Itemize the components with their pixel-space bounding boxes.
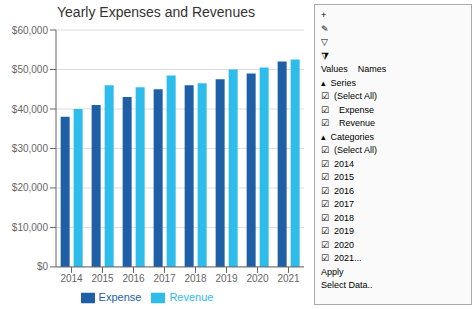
html-text:☑ 2016: ☑ 2016	[321, 185, 355, 196]
html-text:☑ 2019: ☑ 2019	[321, 226, 355, 236]
html-text:☑ Revenue: ☑ Revenue	[321, 118, 376, 128]
svg-text:$40,000: $40,000	[12, 104, 49, 115]
html-text:Apply: Apply	[321, 266, 344, 277]
svg-text:2021: 2021	[277, 273, 300, 284]
html-text:☑ 2021...: ☑ 2021...	[321, 253, 362, 263]
svg-text:$50,000: $50,000	[12, 64, 49, 75]
svg-text:$30,000: $30,000	[12, 143, 49, 154]
svg-text:$20,000: $20,000	[12, 182, 49, 193]
svg-text:2016: 2016	[122, 273, 145, 284]
svg-text:2014: 2014	[60, 273, 83, 284]
svg-text:2018: 2018	[184, 273, 207, 284]
html-text:▴ Categories: ▴ Categories	[321, 131, 374, 142]
html-text:Expense: Expense	[98, 290, 142, 303]
html-text:☑ 2017: ☑ 2017	[321, 199, 355, 209]
html-text:☑ Expense: ☑ Expense	[321, 104, 375, 115]
html-text:☑ 2020: ☑ 2020	[321, 239, 355, 250]
svg-text:$60,000: $60,000	[12, 25, 49, 36]
html-text:▴ Series: ▴ Series	[321, 77, 356, 88]
svg-text:2017: 2017	[153, 273, 176, 284]
html-text:Revenue: Revenue	[169, 290, 214, 303]
html-text:☑ (Select All): ☑ (Select All)	[321, 91, 378, 101]
svg-text:2019: 2019	[215, 273, 238, 284]
html-text:Select Data..: Select Data..	[321, 280, 373, 290]
html-text:Yearly Expenses and Revenues: Yearly Expenses and Revenues	[57, 4, 255, 20]
html-text:☑ 2014: ☑ 2014	[321, 158, 355, 169]
html-text:Values Names: Values Names	[321, 64, 387, 74]
svg-text:$0: $0	[37, 261, 49, 272]
svg-text:$10,000: $10,000	[12, 222, 49, 233]
html-text:☑ 2015: ☑ 2015	[321, 172, 355, 182]
html-text:☑ 2018: ☑ 2018	[321, 212, 355, 223]
svg-text:2015: 2015	[91, 273, 114, 284]
html-text:☑ (Select All): ☑ (Select All)	[321, 145, 378, 155]
svg-text:2020: 2020	[246, 273, 269, 284]
